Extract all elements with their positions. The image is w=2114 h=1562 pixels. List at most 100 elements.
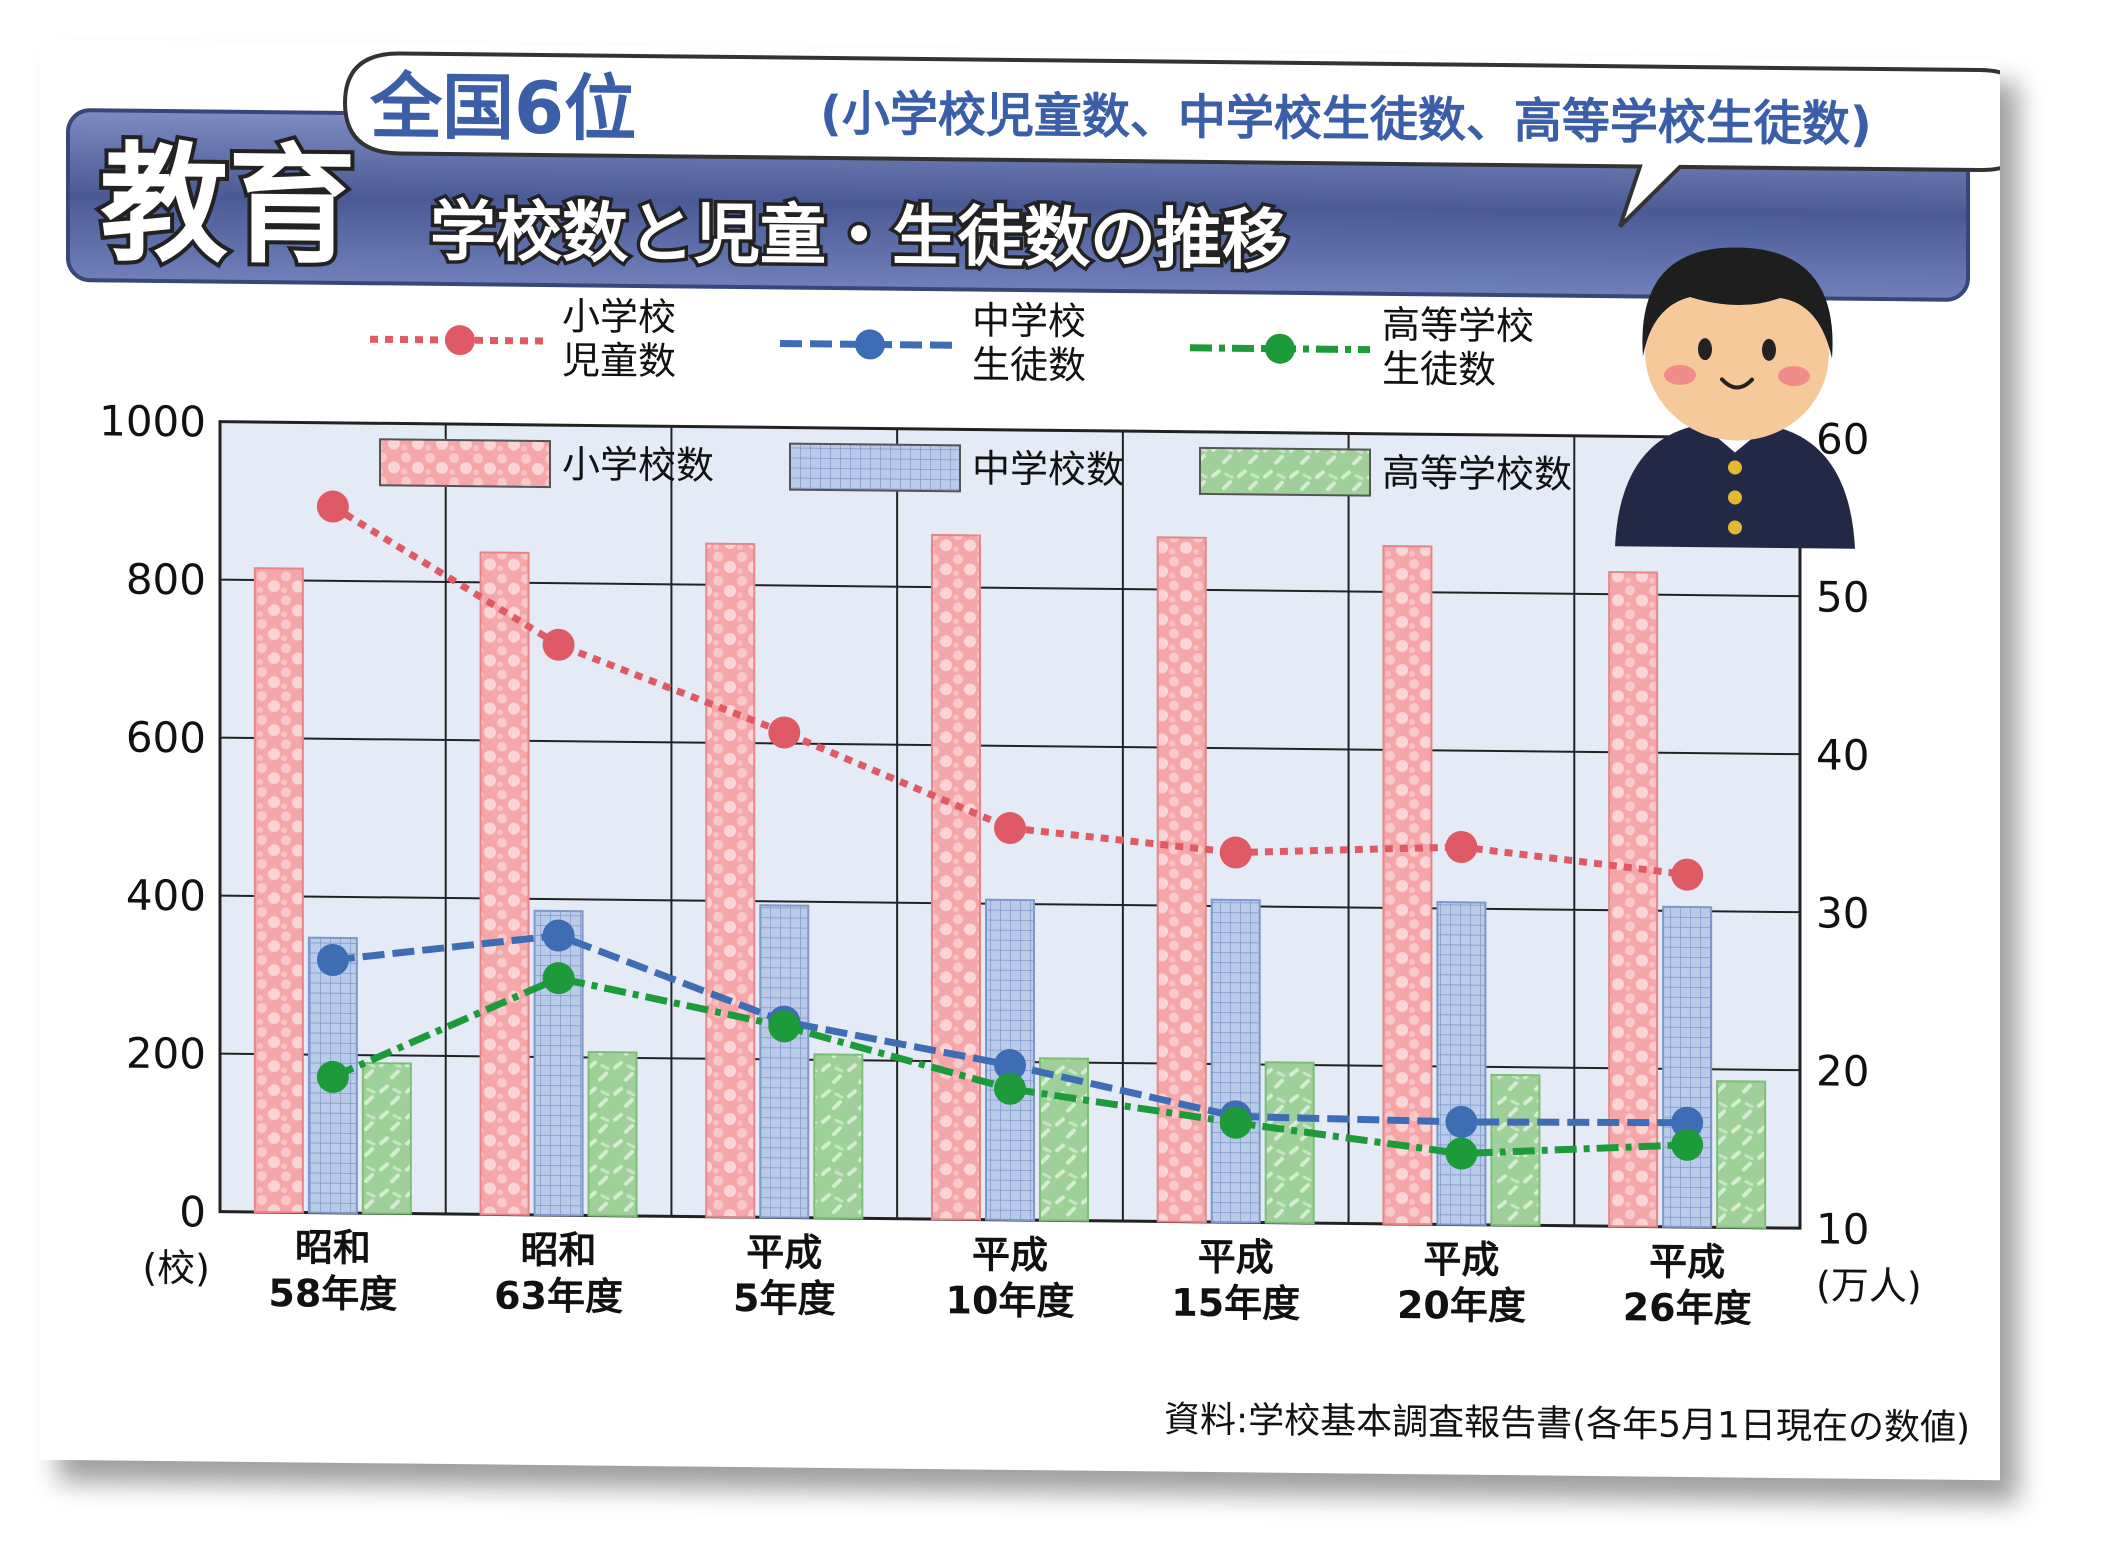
category-label: 昭和 xyxy=(295,1225,371,1270)
student-eye-right xyxy=(1762,338,1776,361)
student-button-2 xyxy=(1728,490,1742,505)
line-junior-high-students-point xyxy=(1445,1105,1478,1138)
legend-label-junior-line-2: 生徒数 xyxy=(972,342,1086,387)
category-label: 20年度 xyxy=(1397,1283,1526,1328)
left-tick-label: 200 xyxy=(126,1029,206,1079)
category-label: 63年度 xyxy=(494,1273,623,1318)
line-elementary-students-point xyxy=(316,490,349,523)
legend-label-elem-line-1: 小学校 xyxy=(562,294,676,339)
bar-junior-high-schools xyxy=(759,904,810,1219)
line-elementary-students-point xyxy=(1671,858,1704,891)
legend-label-high-line-2: 生徒数 xyxy=(1382,347,1496,392)
legend-dot-junior xyxy=(855,329,885,360)
bar-high-schools xyxy=(587,1050,638,1217)
bar-elementary-schools xyxy=(705,542,756,1219)
right-tick-label: 50 xyxy=(1816,572,1869,622)
category-label: 5年度 xyxy=(733,1276,835,1321)
bar-elementary-schools xyxy=(479,551,530,1216)
bar-junior-high-schools xyxy=(1210,898,1261,1224)
legend-dot-high xyxy=(1265,333,1295,364)
legend-bar-high: 高等学校数 xyxy=(1382,451,1572,497)
rank-main: 全国6位 xyxy=(369,64,636,151)
student-mouth xyxy=(1720,377,1754,390)
legend-label-junior-line-1: 中学校 xyxy=(972,298,1086,343)
legend-bar-junior: 中学校数 xyxy=(972,446,1124,492)
category-label: 15年度 xyxy=(1171,1281,1300,1326)
line-high-school-students-point xyxy=(1671,1128,1704,1161)
subtitle: 学校数と児童・生徒数の推移 xyxy=(430,193,1288,279)
rank-note: (小学校児童数、中学校生徒数、高等学校生徒数) xyxy=(820,86,1872,153)
line-junior-high-students-point xyxy=(542,919,575,952)
bar-elementary-schools xyxy=(1608,571,1659,1228)
line-high-school-students-point xyxy=(768,1010,801,1043)
bar-junior-high-schools xyxy=(533,909,584,1217)
right-tick-label: 60 xyxy=(1816,414,1869,464)
left-tick-label: 800 xyxy=(126,555,206,605)
category-label: 平成 xyxy=(1649,1240,1725,1285)
bar-high-schools xyxy=(1716,1080,1767,1229)
line-legend: 小学校 児童数 中学校 生徒数 高等学校 生徒数 xyxy=(370,294,1534,392)
legend-dot-elem xyxy=(445,325,475,356)
line-high-school-students-point xyxy=(1219,1106,1252,1139)
category-label: 26年度 xyxy=(1623,1285,1752,1330)
line-elementary-students-point xyxy=(768,716,801,749)
right-axis-unit: (万人) xyxy=(1816,1263,1922,1308)
bar-elementary-schools xyxy=(253,567,304,1214)
legend-bar-elem: 小学校数 xyxy=(562,442,714,488)
right-tick-label: 20 xyxy=(1816,1046,1869,1096)
line-elementary-students-point xyxy=(1219,836,1252,869)
category-label: 平成 xyxy=(1198,1235,1274,1280)
education-chart: 教育 学校数と児童・生徒数の推移 全国6位 (小学校児童数、中学校生徒数、高等学… xyxy=(66,51,2000,1449)
bar-high-schools xyxy=(361,1062,412,1215)
legend-swatch-elem xyxy=(379,438,551,489)
bar-high-schools xyxy=(1264,1061,1315,1225)
bar-legend: 小学校数 中学校数 高等学校数 xyxy=(379,438,1572,497)
line-elementary-students-point xyxy=(542,628,575,661)
source-note: 資料:学校基本調査報告書(各年5月1日現在の数値) xyxy=(1164,1400,1970,1449)
line-junior-high-students-point xyxy=(1671,1106,1704,1139)
right-tick-label: 10 xyxy=(1816,1204,1869,1254)
bar-elementary-schools xyxy=(1382,544,1433,1226)
line-elementary-students-point xyxy=(1445,831,1478,864)
category-label: 平成 xyxy=(972,1232,1048,1277)
infographic-card: 教育 学校数と児童・生徒数の推移 全国6位 (小学校児童数、中学校生徒数、高等学… xyxy=(40,39,2000,1481)
left-tick-label: 1000 xyxy=(99,396,206,446)
left-axis-unit: (校) xyxy=(142,1246,210,1291)
legend-swatch-junior xyxy=(789,442,961,493)
category-label: 昭和 xyxy=(521,1228,597,1273)
lines xyxy=(316,490,1704,1170)
left-tick-label: 400 xyxy=(126,871,206,921)
line-high-school-students-point xyxy=(542,962,575,995)
right-tick-label: 40 xyxy=(1816,730,1869,780)
category-label: 10年度 xyxy=(946,1278,1075,1323)
line-high-school-students-point xyxy=(1445,1137,1478,1170)
bar-high-schools xyxy=(813,1053,864,1220)
student-button-1 xyxy=(1728,460,1742,475)
student-hair xyxy=(1642,247,1833,359)
student-cheek-left xyxy=(1664,364,1696,385)
category-label: 平成 xyxy=(746,1230,822,1275)
bar-junior-high-schools xyxy=(1436,901,1487,1226)
bar-elementary-schools xyxy=(1156,536,1207,1223)
line-elementary-students-point xyxy=(994,812,1026,845)
category-label: 58年度 xyxy=(268,1271,397,1316)
rank-bubble xyxy=(342,51,2000,228)
legend-label-elem-line-2: 児童数 xyxy=(562,338,676,383)
student-illustration xyxy=(1615,247,1855,549)
category-label: 平成 xyxy=(1423,1237,1499,1282)
student-button-3 xyxy=(1728,520,1742,535)
legend-swatch-high xyxy=(1199,446,1371,497)
right-tick-label: 30 xyxy=(1816,888,1869,938)
line-junior-high-students-point xyxy=(994,1049,1026,1082)
main-title: 教育 xyxy=(100,130,356,282)
student-cheek-right xyxy=(1778,366,1810,387)
bar-junior-high-schools xyxy=(1662,905,1713,1229)
bar-elementary-schools xyxy=(931,533,981,1221)
student-face xyxy=(1645,264,1829,441)
left-tick-label: 0 xyxy=(179,1187,206,1236)
student-eye-left xyxy=(1698,338,1712,361)
student-body xyxy=(1615,427,1855,549)
line-high-school-students-point xyxy=(316,1060,349,1093)
line-high-school-students-point xyxy=(994,1072,1026,1105)
